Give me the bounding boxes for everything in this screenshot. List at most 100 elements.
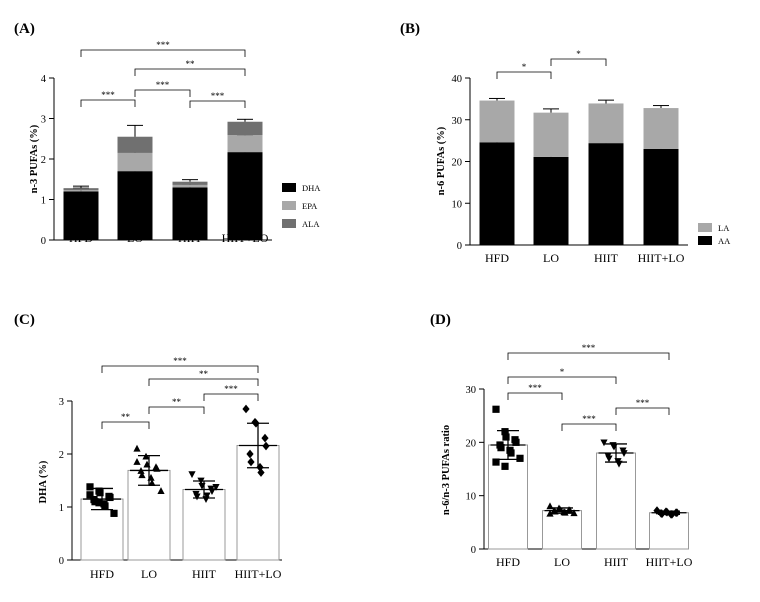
bar-segment [63, 188, 99, 191]
bar-segment [588, 103, 624, 144]
y-tick-label: 3 [59, 397, 64, 408]
data-point [615, 460, 623, 468]
y-tick-label: 0 [59, 556, 64, 567]
y-axis-label: DHA (%) [38, 460, 49, 503]
significance-bracket [148, 378, 259, 386]
significance-label: * [576, 49, 581, 59]
data-point [561, 508, 569, 516]
significance-label: ** [172, 397, 182, 407]
x-tick-label: HFD [90, 567, 114, 581]
data-point [492, 458, 500, 466]
x-tick-label: HIIT [594, 251, 619, 265]
panel-label: (C) [14, 312, 35, 328]
significance-bracket [507, 392, 563, 400]
data-point [137, 467, 145, 474]
x-tick-label: HIIT+LO [638, 251, 685, 265]
data-point [212, 483, 220, 491]
y-tick-label: 2 [59, 450, 64, 461]
data-point [668, 510, 676, 519]
data-point [188, 471, 196, 479]
bar [542, 510, 582, 550]
y-tick-label: 30 [466, 385, 477, 396]
y-axis-label: n-3 PUFAs (%) [29, 124, 40, 193]
significance-bracket [561, 423, 617, 431]
panel-d: (D) 0 10 20 30 n-6/n-3 PUFAs ratio HFD LO HIIT HI… [430, 312, 693, 569]
x-tick-label: HIIT+LO [235, 567, 282, 581]
significance-bracket [80, 99, 136, 107]
data-point [507, 449, 515, 457]
legend-swatch [698, 223, 712, 232]
significance-bracket [101, 421, 150, 429]
bar-segment [533, 156, 569, 245]
bar-segment [117, 152, 153, 172]
x-tick-label: HIIT [604, 555, 629, 569]
significance-label: ** [121, 412, 131, 422]
legend-label: ALA [302, 219, 320, 229]
data-point [605, 455, 613, 463]
legend-label: EPA [302, 201, 318, 211]
data-point [673, 508, 681, 518]
x-tick-label: LO [543, 251, 559, 265]
significance-label: *** [636, 398, 650, 408]
y-tick-label: 1 [59, 503, 64, 514]
bar-segment [63, 190, 99, 192]
significance-bracket [203, 393, 259, 401]
data-point [501, 462, 509, 470]
data-point [261, 433, 269, 443]
y-tick-label: 2 [41, 155, 46, 166]
bar-segment [479, 142, 515, 245]
data-point [96, 489, 104, 497]
data-point [620, 450, 628, 457]
legend-swatch [282, 183, 296, 192]
legend-label: LA [718, 223, 730, 233]
bar-segment [643, 108, 679, 149]
legend-swatch [282, 201, 296, 210]
data-point [133, 457, 141, 465]
data-point [110, 509, 118, 517]
data-point [203, 492, 211, 500]
bar-segment [588, 143, 624, 245]
y-tick-label: 0 [471, 545, 476, 556]
data-point [147, 473, 155, 481]
data-point [556, 505, 564, 513]
y-tick-label: 0 [457, 241, 462, 252]
bar-segment [172, 184, 208, 188]
y-tick-label: 0 [41, 236, 46, 247]
significance-label: *** [156, 40, 170, 50]
bar [649, 512, 689, 550]
bar-segment [479, 100, 515, 143]
legend-label: DHA [302, 183, 321, 193]
data-point [570, 509, 578, 517]
significance-bracket [507, 352, 670, 360]
significance-bracket [134, 68, 246, 76]
x-tick-label: LO [554, 555, 570, 569]
data-point [101, 502, 109, 510]
data-point [157, 487, 165, 494]
legend-label: AA [718, 236, 731, 246]
data-point [653, 506, 661, 515]
significance-bracket [80, 49, 246, 57]
data-point [143, 460, 151, 468]
significance-bracket [507, 376, 617, 384]
y-tick-label: 1 [41, 196, 46, 207]
significance-label: *** [156, 80, 170, 90]
legend-swatch [698, 236, 712, 245]
bar [182, 489, 226, 561]
significance-bracket [496, 71, 552, 79]
data-point [257, 468, 265, 477]
significance-bracket [615, 407, 670, 415]
x-tick-label: HFD [485, 251, 509, 265]
significance-label: ** [186, 59, 196, 69]
panel-label: (B) [400, 21, 420, 37]
bar-segment [227, 121, 263, 136]
x-tick-label: HIIT+LO [646, 555, 693, 569]
y-tick-label: 30 [452, 116, 463, 127]
y-tick-label: 10 [452, 199, 463, 210]
significance-bracket [148, 406, 205, 414]
data-point [106, 493, 114, 502]
data-point [546, 502, 554, 510]
bar-segment [533, 112, 569, 157]
data-point [86, 491, 94, 499]
